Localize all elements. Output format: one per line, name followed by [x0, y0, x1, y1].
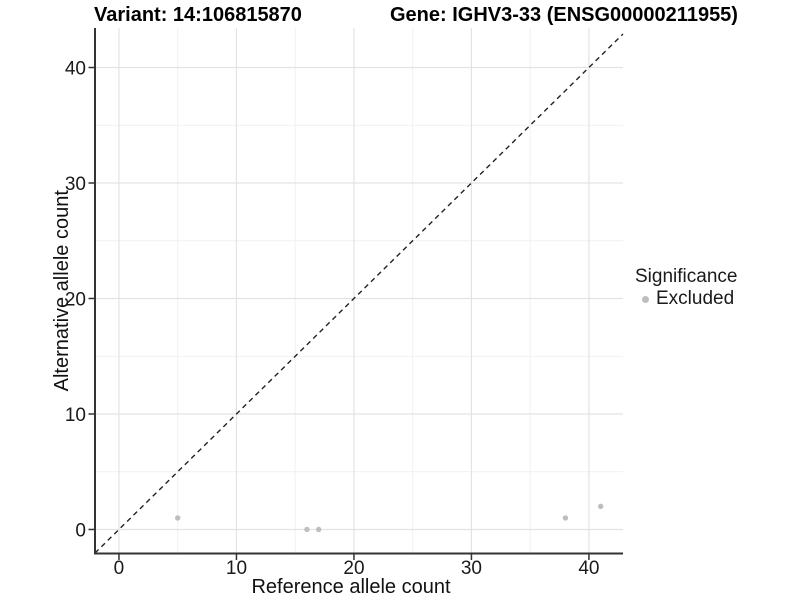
y-axis-title: Alternative allele count [51, 190, 73, 392]
data-point [304, 526, 310, 533]
x-axis-title: Reference allele count [251, 576, 450, 598]
legend-title: Significance [635, 266, 738, 287]
legend-entry-label: Excluded [656, 288, 735, 309]
x-tick-label: 20 [343, 558, 364, 579]
data-point [316, 526, 322, 533]
gene-title: Gene: IGHV3-33 (ENSG00000211955) [390, 4, 738, 26]
y-tick-label: 20 [65, 289, 86, 310]
y-tick-label: 0 [75, 520, 86, 541]
variant-title: Variant: 14:106815870 [94, 4, 302, 26]
legend: Significance Excluded [635, 266, 737, 310]
y-tick-label: 30 [65, 174, 86, 195]
y-tick-label: 10 [65, 405, 86, 426]
data-point [175, 515, 181, 521]
x-tick-label: 0 [114, 558, 125, 579]
excluded-point-icon [642, 295, 649, 303]
identity-reference-line [94, 33, 624, 554]
x-tick-label: 30 [461, 558, 482, 579]
y-tick-label: 40 [65, 58, 86, 79]
legend-entry-excluded: Excluded [635, 288, 737, 310]
x-tick-label: 40 [578, 558, 599, 579]
data-point [597, 503, 604, 510]
data-point [562, 515, 569, 521]
x-tick-label: 10 [226, 558, 247, 579]
